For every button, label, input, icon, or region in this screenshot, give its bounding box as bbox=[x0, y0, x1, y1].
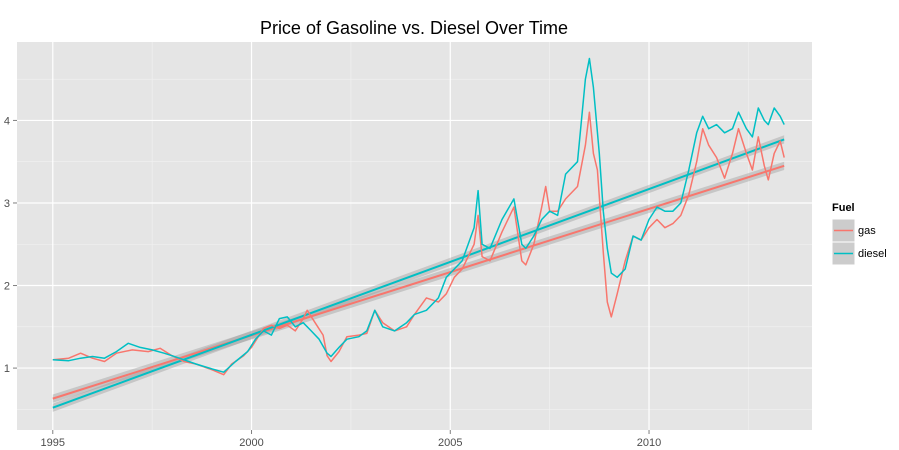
legend-label-gas: gas bbox=[858, 225, 876, 237]
legend-items: gas diesel bbox=[831, 218, 887, 266]
legend-label-diesel: diesel bbox=[858, 248, 887, 260]
x-tick-label: 2000 bbox=[239, 437, 263, 449]
trend-line-gas bbox=[52, 164, 785, 400]
legend-title: Fuel bbox=[832, 202, 855, 214]
plot-panel bbox=[17, 42, 812, 430]
legend: Fuel gas diesel bbox=[831, 202, 887, 266]
y-tick-label: 4 bbox=[4, 115, 10, 127]
x-tick-label: 2005 bbox=[438, 437, 462, 449]
y-tick-label: 2 bbox=[4, 281, 10, 293]
x-tick-label: 1995 bbox=[41, 437, 65, 449]
y-tick-label: 3 bbox=[4, 198, 10, 210]
axes-layer: 1995 2000 2005 2010 1 2 3 4 bbox=[4, 115, 661, 449]
x-tick-label: 2010 bbox=[637, 437, 661, 449]
grid-minor bbox=[17, 42, 812, 430]
series-line-diesel bbox=[52, 57, 785, 373]
chart-title: Price of Gasoline vs. Diesel Over Time bbox=[260, 18, 568, 38]
trend-line-diesel bbox=[52, 138, 785, 409]
series-layer bbox=[52, 57, 785, 376]
y-tick-label: 1 bbox=[4, 363, 10, 375]
